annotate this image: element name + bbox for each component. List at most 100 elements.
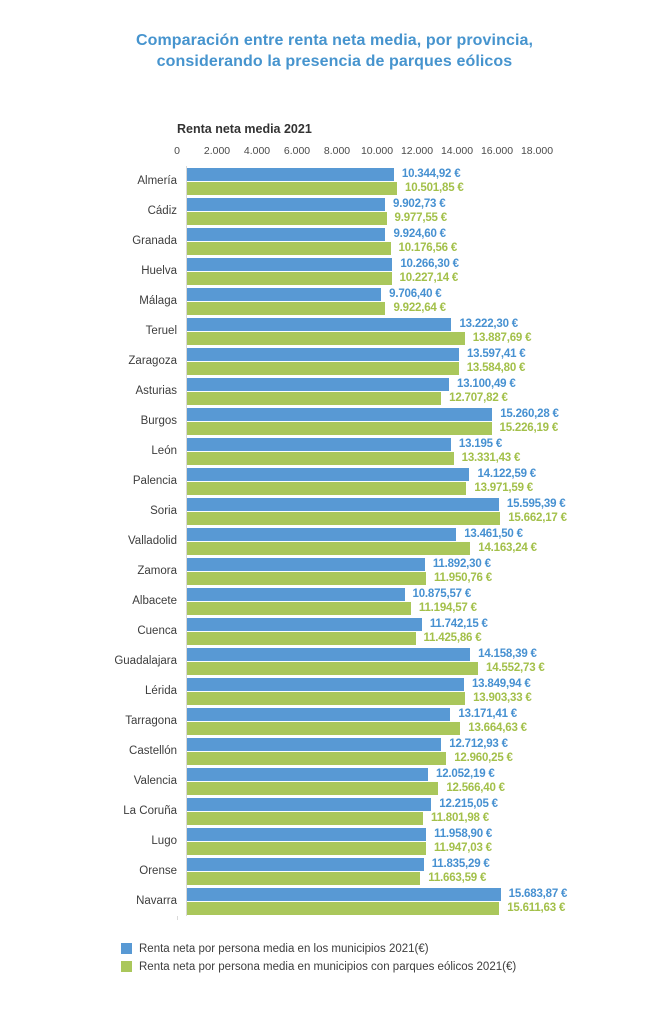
category-label: Cuenca xyxy=(137,625,177,637)
value-label: 11.892,30 € xyxy=(432,558,491,570)
value-label: 10.501,85 € xyxy=(405,182,464,194)
bar-parques-eolicos xyxy=(187,571,426,585)
legend-item: Renta neta por persona media en municipi… xyxy=(121,958,669,976)
category-label: Navarra xyxy=(136,895,177,907)
bar-municipios xyxy=(187,467,470,481)
bar-parques-eolicos xyxy=(187,721,461,735)
bar-parques-eolicos xyxy=(187,691,466,705)
value-label: 11.663,59 € xyxy=(428,872,487,884)
value-label: 11.742,15 € xyxy=(429,618,488,630)
bar-group: 13.849,94 € 13.903,33 € xyxy=(186,676,669,706)
value-label: 13.849,94 € xyxy=(471,678,531,690)
chart-row: Teruel 13.222,30 € 13.887,69 € xyxy=(30,316,669,346)
bar-municipios xyxy=(187,407,493,421)
bar-municipios xyxy=(187,767,429,781)
value-label: 12.566,40 € xyxy=(446,782,505,794)
bar-line: 10.344,92 € xyxy=(187,167,669,181)
x-tick-label: 12.000 xyxy=(400,145,434,157)
bar-group: 9.924,60 € 10.176,56 € xyxy=(186,226,669,256)
value-label: 13.331,43 € xyxy=(461,452,521,464)
chart-row: Guadalajara 14.158,39 € 14.552,73 € xyxy=(30,646,669,676)
chart-row: Málaga 9.706,40 € 9.922,64 € xyxy=(30,286,669,316)
category-label: Lérida xyxy=(145,685,177,697)
bar-line: 10.875,57 € xyxy=(187,587,669,601)
bar-parques-eolicos xyxy=(187,331,465,345)
bar-municipios xyxy=(187,677,464,691)
bar-parques-eolicos xyxy=(187,781,439,795)
bar-line: 10.501,85 € xyxy=(187,181,669,195)
value-label: 9.706,40 € xyxy=(389,288,442,300)
bar-municipios xyxy=(187,347,459,361)
chart-row: Zaragoza 13.597,41 € 13.584,80 € xyxy=(30,346,669,376)
chart-row: Granada 9.924,60 € 10.176,56 € xyxy=(30,226,669,256)
chart-title-line2: considerando la presencia de parques eól… xyxy=(156,53,513,70)
bar-line: 11.947,03 € xyxy=(187,841,669,855)
bar-line: 13.903,33 € xyxy=(187,691,669,705)
bar-line: 11.835,29 € xyxy=(187,857,669,871)
value-label: 13.222,30 € xyxy=(459,318,518,330)
bar-group: 14.158,39 € 14.552,73 € xyxy=(186,646,669,676)
value-label: 13.461,50 € xyxy=(464,528,523,540)
chart-row: Asturias 13.100,49 € 12.707,82 € xyxy=(30,376,669,406)
bar-group: 10.344,92 € 10.501,85 € xyxy=(186,166,669,196)
value-label: 10.176,56 € xyxy=(398,242,458,254)
value-label: 15.611,63 € xyxy=(507,902,566,914)
bar-line: 15.662,17 € xyxy=(187,511,669,525)
value-label: 14.552,73 € xyxy=(486,662,545,674)
bar-line: 13.222,30 € xyxy=(187,317,669,331)
bar-parques-eolicos xyxy=(187,451,454,465)
chart-row: Zamora 11.892,30 € 11.950,76 € xyxy=(30,556,669,586)
bar-line: 15.226,19 € xyxy=(187,421,669,435)
bar-line: 13.584,80 € xyxy=(187,361,669,375)
value-label: 10.227,14 € xyxy=(399,272,459,284)
bar-municipios xyxy=(187,557,425,571)
bar-parques-eolicos xyxy=(187,901,500,915)
bar-line: 13.461,50 € xyxy=(187,527,669,541)
bar-municipios xyxy=(187,647,471,661)
bar-group: 11.892,30 € 11.950,76 € xyxy=(186,556,669,586)
value-label: 15.260,28 € xyxy=(500,408,559,420)
bar-parques-eolicos xyxy=(187,421,492,435)
category-label: Guadalajara xyxy=(114,655,177,667)
category-label: La Coruña xyxy=(123,805,177,817)
value-label: 13.171,41 € xyxy=(458,708,517,720)
chart-row: Soria 15.595,39 € 15.662,17 € xyxy=(30,496,669,526)
bar-line: 12.712,93 € xyxy=(187,737,669,751)
x-tick-label: 0 xyxy=(174,145,180,157)
chart-row: Navarra 15.683,87 € 15.611,63 € xyxy=(30,886,669,916)
x-axis-title: Renta neta media 2021 xyxy=(177,122,312,136)
bar-group: 9.902,73 € 9.977,55 € xyxy=(186,196,669,226)
bar-municipios xyxy=(187,317,452,331)
bar-line: 9.922,64 € xyxy=(187,301,669,315)
legend-item: Renta neta por persona media en los muni… xyxy=(121,940,669,958)
bar-parques-eolicos xyxy=(187,661,479,675)
bar-parques-eolicos xyxy=(187,301,386,315)
bar-line: 13.195 € xyxy=(187,437,669,451)
bar-group: 13.171,41 € 13.664,63 € xyxy=(186,706,669,736)
bar-parques-eolicos xyxy=(187,481,467,495)
bar-municipios xyxy=(187,827,427,841)
bar-line: 10.176,56 € xyxy=(187,241,669,255)
value-label: 11.194,57 € xyxy=(418,602,477,614)
chart-row: Valencia 12.052,19 € 12.566,40 € xyxy=(30,766,669,796)
value-label: 10.344,92 € xyxy=(401,168,461,180)
chart-row: Almería 10.344,92 € 10.501,85 € xyxy=(30,166,669,196)
bar-group: 11.958,90 € 11.947,03 € xyxy=(186,826,669,856)
bar-municipios xyxy=(187,707,451,721)
category-label: León xyxy=(151,445,177,457)
bar-municipios xyxy=(187,887,501,901)
value-label: 14.122,59 € xyxy=(477,468,536,480)
bar-line: 12.960,25 € xyxy=(187,751,669,765)
bar-municipios xyxy=(187,257,393,271)
value-label: 11.801,98 € xyxy=(431,812,489,824)
category-label: Huelva xyxy=(141,265,177,277)
bar-municipios xyxy=(187,377,449,391)
chart-row: Lérida 13.849,94 € 13.903,33 € xyxy=(30,676,669,706)
category-label: Orense xyxy=(139,865,177,877)
x-tick-label: 16.000 xyxy=(480,145,514,157)
bar-group: 12.052,19 € 12.566,40 € xyxy=(186,766,669,796)
bar-line: 11.950,76 € xyxy=(187,571,669,585)
bar-municipios xyxy=(187,527,457,541)
chart-row: Tarragona 13.171,41 € 13.664,63 € xyxy=(30,706,669,736)
